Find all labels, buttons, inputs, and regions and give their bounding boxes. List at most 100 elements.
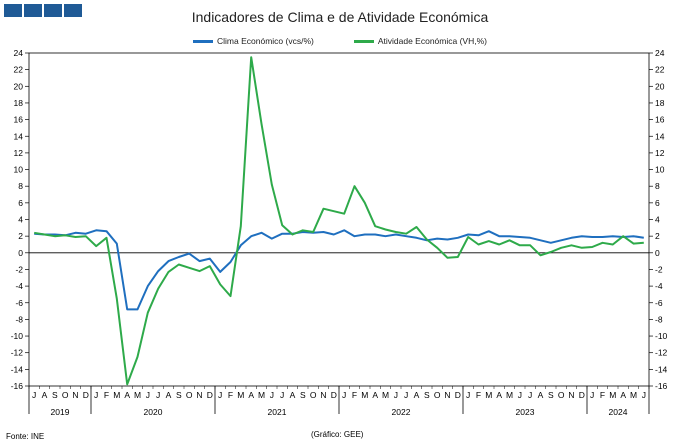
- y-tick-label-right: -10: [655, 331, 668, 341]
- y-tick-label-right: -14: [655, 364, 668, 374]
- x-tick-label: M: [113, 390, 120, 400]
- y-tick-label-left: 12: [14, 148, 24, 158]
- x-tick-label: S: [424, 390, 430, 400]
- legend-item-atividade: Atividade Económica (VH,%): [353, 36, 487, 46]
- y-tick-label-right: -8: [655, 314, 663, 324]
- legend-swatch-clima: [193, 39, 214, 43]
- x-tick-label: J: [280, 390, 284, 400]
- y-tick-label-right: 10: [655, 165, 665, 175]
- x-tick-label: S: [548, 390, 554, 400]
- y-tick-label-right: 8: [655, 181, 660, 191]
- x-tick-label: A: [248, 390, 254, 400]
- chart-legend: Clima Económico (vcs/%) Atividade Económ…: [0, 36, 680, 46]
- y-tick-label-left: 8: [18, 181, 23, 191]
- x-tick-label: J: [590, 390, 594, 400]
- x-tick-label: S: [176, 390, 182, 400]
- y-tick-label-right: -2: [655, 264, 663, 274]
- x-tick-label: A: [166, 390, 172, 400]
- x-tick-label: J: [518, 390, 522, 400]
- legend-label-atividade: Atividade Económica (VH,%): [377, 36, 487, 46]
- y-tick-label-left: 6: [18, 198, 23, 208]
- y-tick-label-right: 2: [655, 231, 660, 241]
- y-tick-label-right: -4: [655, 281, 663, 291]
- x-tick-label: J: [270, 390, 274, 400]
- y-tick-label-left: -10: [11, 331, 24, 341]
- ine-logo: [4, 4, 82, 17]
- year-label: 2019: [51, 407, 70, 417]
- y-tick-label-left: -2: [15, 264, 23, 274]
- x-tick-label: M: [134, 390, 141, 400]
- legend-swatch-atividade: [353, 39, 374, 43]
- series-line-clima: [34, 229, 644, 311]
- x-tick-label: J: [342, 390, 346, 400]
- x-tick-label: A: [414, 390, 420, 400]
- y-tick-label-left: 2: [18, 231, 23, 241]
- y-tick-label-left: 4: [18, 215, 23, 225]
- year-label: 2022: [392, 407, 411, 417]
- year-label: 2024: [609, 407, 628, 417]
- y-tick-label-right: 16: [655, 115, 665, 125]
- y-tick-label-left: -16: [11, 381, 24, 391]
- x-tick-label: F: [600, 390, 605, 400]
- y-tick-label-left: 10: [14, 165, 24, 175]
- x-tick-label: N: [444, 390, 450, 400]
- y-tick-label-right: 18: [655, 98, 665, 108]
- x-tick-label: M: [382, 390, 389, 400]
- y-tick-label-left: 20: [14, 81, 24, 91]
- y-tick-label-right: 24: [655, 48, 665, 58]
- x-tick-label: D: [331, 390, 337, 400]
- x-tick-label: J: [146, 390, 150, 400]
- year-label: 2020: [144, 407, 163, 417]
- y-tick-label-left: -8: [15, 314, 23, 324]
- y-tick-label-right: -12: [655, 348, 668, 358]
- x-tick-label: J: [528, 390, 532, 400]
- y-tick-label-right: 6: [655, 198, 660, 208]
- x-tick-label: A: [124, 390, 130, 400]
- x-tick-label: S: [52, 390, 58, 400]
- x-tick-label: J: [156, 390, 160, 400]
- legend-label-clima: Clima Económico (vcs/%): [217, 36, 314, 46]
- y-tick-label-right: -6: [655, 298, 663, 308]
- x-tick-label: N: [196, 390, 202, 400]
- x-tick-label: D: [83, 390, 89, 400]
- x-tick-label: M: [506, 390, 513, 400]
- x-tick-label: J: [404, 390, 408, 400]
- y-tick-label-right: 4: [655, 215, 660, 225]
- x-tick-label: F: [476, 390, 481, 400]
- x-tick-label: A: [290, 390, 296, 400]
- x-tick-label: N: [72, 390, 78, 400]
- x-tick-label: M: [485, 390, 492, 400]
- x-tick-label: M: [361, 390, 368, 400]
- x-tick-label: F: [104, 390, 109, 400]
- x-tick-label: A: [538, 390, 544, 400]
- x-tick-label: J: [94, 390, 98, 400]
- x-tick-label: J: [218, 390, 222, 400]
- x-tick-label: J: [466, 390, 470, 400]
- x-tick-label: D: [207, 390, 213, 400]
- x-tick-label: N: [568, 390, 574, 400]
- y-tick-label-left: 24: [14, 48, 24, 58]
- x-tick-label: A: [620, 390, 626, 400]
- y-tick-label-left: 0: [18, 248, 23, 258]
- y-tick-label-left: -12: [11, 348, 24, 358]
- x-tick-label: M: [609, 390, 616, 400]
- y-tick-label-left: -4: [15, 281, 23, 291]
- y-tick-label-right: 20: [655, 81, 665, 91]
- x-tick-label: J: [642, 390, 646, 400]
- x-tick-label: O: [310, 390, 317, 400]
- x-tick-label: S: [300, 390, 306, 400]
- x-tick-label: M: [258, 390, 265, 400]
- chart-title: Indicadores de Clima e de Atividade Econ…: [191, 9, 489, 25]
- x-tick-label: F: [228, 390, 233, 400]
- x-tick-label: D: [579, 390, 585, 400]
- y-tick-label-left: 18: [14, 98, 24, 108]
- y-tick-label-left: 22: [14, 65, 24, 75]
- source-note: Fonte: INE: [6, 432, 45, 441]
- x-tick-label: M: [630, 390, 637, 400]
- x-tick-label: O: [558, 390, 565, 400]
- y-tick-label-left: 16: [14, 115, 24, 125]
- x-tick-label: D: [455, 390, 461, 400]
- y-tick-label-left: 14: [14, 131, 24, 141]
- x-tick-label: M: [237, 390, 244, 400]
